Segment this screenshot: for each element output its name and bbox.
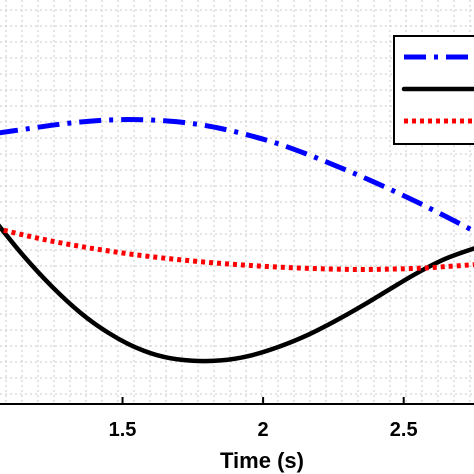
series-layer xyxy=(0,117,474,364)
x-tick-label: 1.5 xyxy=(109,419,137,441)
x-tick-label: 2 xyxy=(258,419,269,441)
x-axis-ticks: 1.5 2 2.5 xyxy=(109,397,418,441)
series-line-3 xyxy=(0,226,474,272)
legend xyxy=(393,35,474,145)
series-line-2 xyxy=(0,223,474,364)
x-tick-label: 2.5 xyxy=(390,419,418,441)
x-axis-label: Time (s) xyxy=(220,448,304,473)
series-line-1 xyxy=(0,117,474,234)
